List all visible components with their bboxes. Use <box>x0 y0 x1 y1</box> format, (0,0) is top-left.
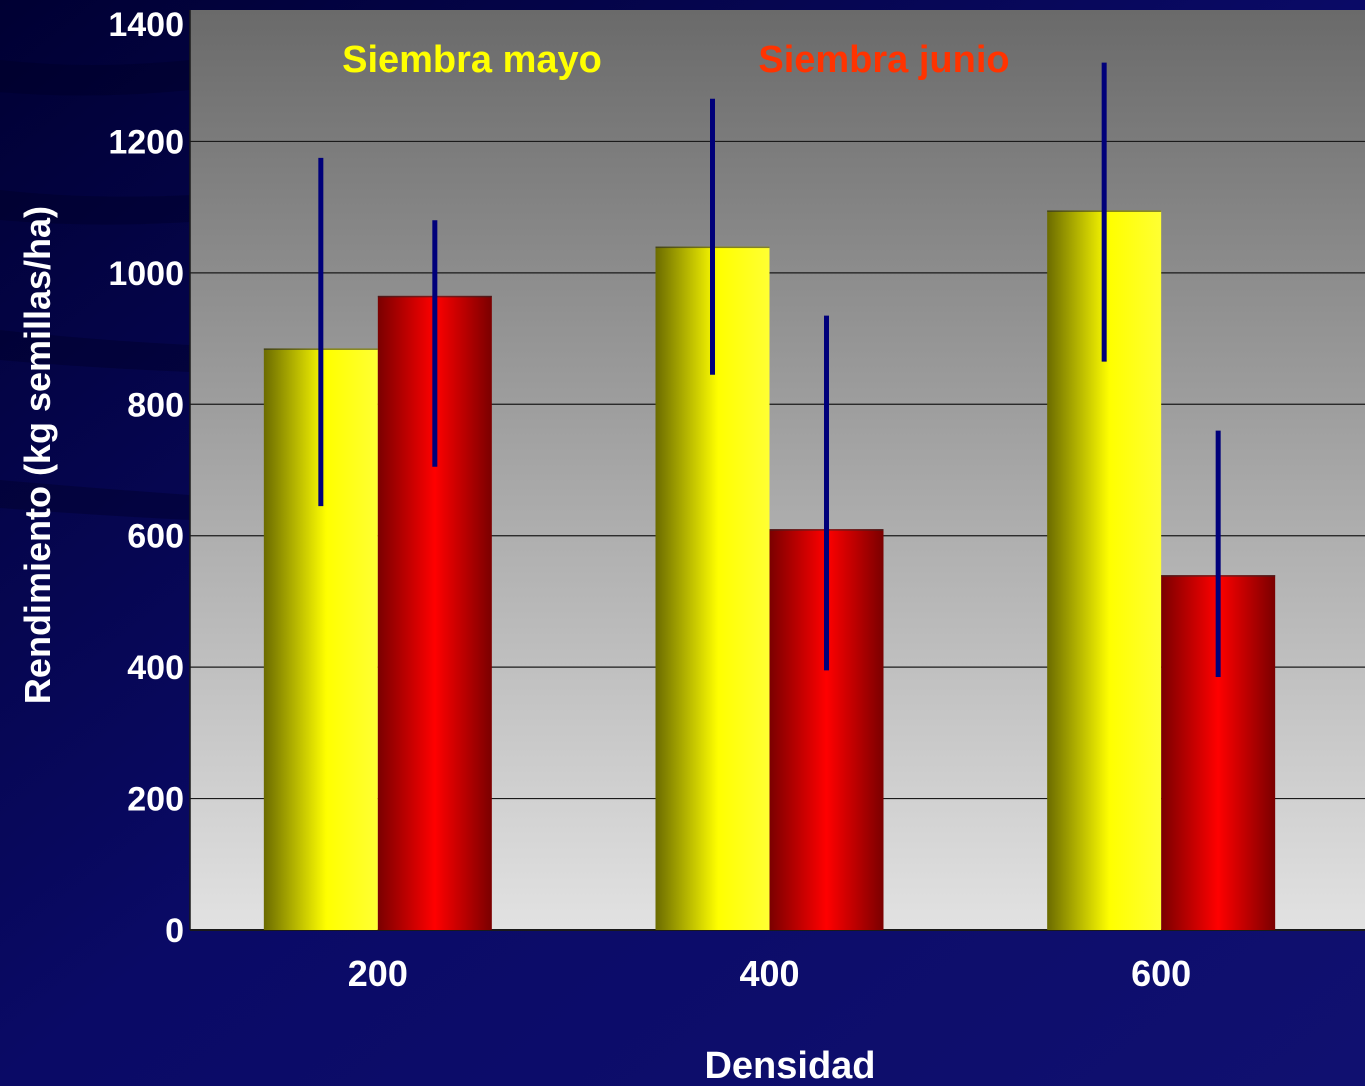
legend: Siembra mayo Siembra junio <box>342 39 1010 81</box>
x-axis-label: Densidad <box>704 1045 875 1086</box>
y-tick-label: 200 <box>127 781 184 819</box>
y-tick-label: 1000 <box>108 255 184 293</box>
bars <box>263 210 1276 931</box>
y-axis-label: Rendimiento (kg semillas/ha) <box>17 206 58 704</box>
x-tick-label: 600 <box>1131 953 1191 994</box>
legend-label: Siembra junio <box>758 39 1009 81</box>
y-tick-label: 1400 <box>108 6 184 44</box>
y-tick-label: 1200 <box>108 123 184 161</box>
y-tick-label: 600 <box>127 518 184 556</box>
y-tick-label: 400 <box>127 649 184 687</box>
background-swooshes <box>0 60 190 520</box>
y-tick-label: 0 <box>165 912 184 950</box>
y-axis-ticks: 0 200 400 600 800 1000 1200 1400 <box>108 6 184 950</box>
legend-label: Siembra mayo <box>342 39 602 81</box>
x-tick-label: 400 <box>739 953 799 994</box>
x-axis-ticks: 200 400 600 <box>348 953 1191 994</box>
error-bars <box>318 62 1221 677</box>
x-tick-label: 200 <box>348 953 408 994</box>
y-tick-label: 800 <box>127 386 184 424</box>
